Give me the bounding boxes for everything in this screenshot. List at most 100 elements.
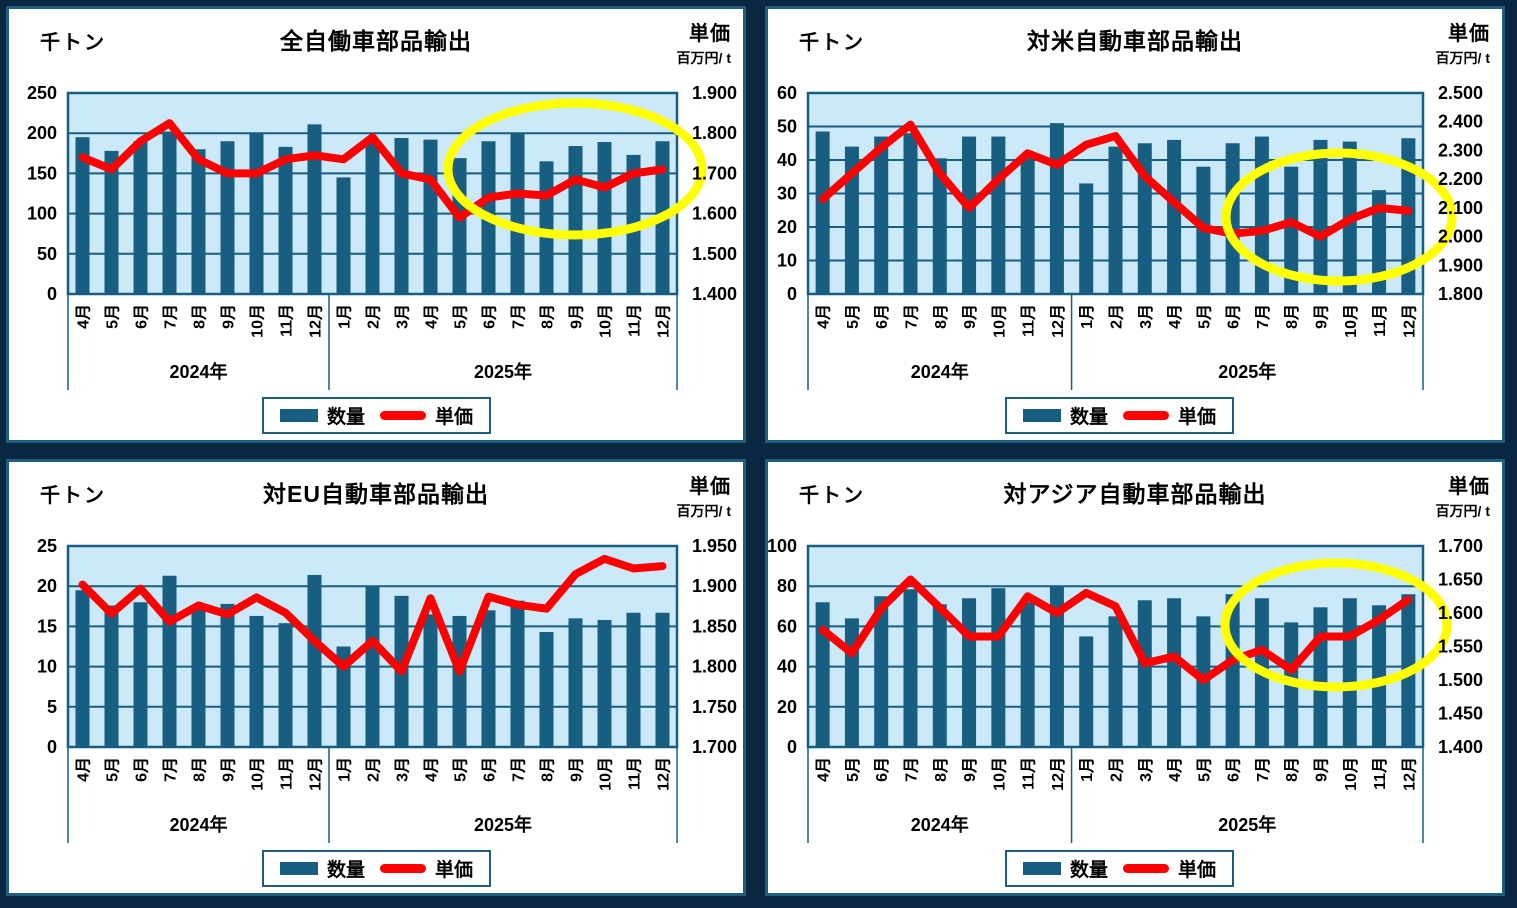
x-axis-month-label: 2月 xyxy=(1108,304,1126,329)
legend-price-label: 単価 xyxy=(1178,860,1217,881)
quantity-bar xyxy=(249,133,264,294)
x-axis-month-label: 6月 xyxy=(873,304,891,329)
year-label: 2025年 xyxy=(474,814,532,835)
x-axis-month-label: 1月 xyxy=(1078,757,1096,782)
x-axis-month-label: 10月 xyxy=(990,757,1008,791)
quantity-bar xyxy=(903,589,918,747)
right-axis-unit-sub: 百万円/ t xyxy=(676,503,731,519)
left-axis-unit-label: 千トン xyxy=(799,32,865,54)
year-label: 2025年 xyxy=(474,361,532,382)
left-axis-unit-label: 千トン xyxy=(40,32,106,54)
quantity-bar xyxy=(932,158,947,294)
x-axis-month-label: 11月 xyxy=(1371,757,1389,790)
x-axis-month-label: 8月 xyxy=(539,304,557,329)
quantity-bar-swatch-icon xyxy=(1023,409,1061,422)
quantity-bar xyxy=(932,604,947,747)
left-axis-tick: 10 xyxy=(37,657,57,677)
quantity-bar xyxy=(336,646,351,747)
x-axis-month-label: 8月 xyxy=(539,757,557,782)
right-axis-tick: 1.900 xyxy=(692,83,737,103)
x-axis-month-label: 9月 xyxy=(1313,757,1331,782)
panel-asia-auto-parts-export: 千トン 対アジア自動車部品輸出 単価 百万円/ t 100 80 60 40 20 0 1.… xyxy=(765,459,1505,896)
left-axis-unit-label: 千トン xyxy=(799,485,865,507)
left-axis-tick: 60 xyxy=(777,83,797,103)
quantity-bar-swatch-icon xyxy=(280,862,318,875)
x-axis-month-label: 5月 xyxy=(104,304,122,329)
quantity-bar xyxy=(568,146,583,294)
quantity-bar xyxy=(991,588,1006,747)
left-axis-tick: 10 xyxy=(777,251,797,271)
panel-us-auto-parts-export: 千トン 対米自動車部品輸出 単価 百万円/ t 60 50 40 30 20 10 0 2.5… xyxy=(765,6,1505,443)
quantity-bar xyxy=(452,158,467,294)
quantity-bar xyxy=(365,140,380,294)
x-axis-month-label: 10月 xyxy=(597,304,615,338)
right-axis-unit-main: 単価 xyxy=(689,23,731,45)
x-axis-month-label: 5月 xyxy=(1195,304,1213,329)
left-axis-tick: 60 xyxy=(777,616,797,636)
quantity-bar xyxy=(539,161,554,294)
quantity-bar xyxy=(815,602,830,747)
price-line xyxy=(78,554,667,676)
x-axis-month-label: 11月 xyxy=(626,304,644,337)
x-axis-month-label: 6月 xyxy=(481,757,499,782)
x-axis-month-label: 12月 xyxy=(1049,757,1067,791)
quantity-bar xyxy=(75,590,90,747)
quantity-bar xyxy=(1079,183,1094,294)
x-axis-month-label: 8月 xyxy=(1283,757,1301,782)
quantity-bar xyxy=(1372,190,1387,294)
quantity-bar xyxy=(307,124,322,294)
left-axis-tick: 20 xyxy=(777,217,797,237)
x-axis-month-label: 10月 xyxy=(1342,304,1360,338)
year-label: 2024年 xyxy=(911,361,969,382)
panel-eu-auto-parts-export: 千トン 対EU自動車部品輸出 単価 百万円/ t 25 20 15 10 5 0 1.950… xyxy=(6,459,746,896)
x-axis-month-label: 5月 xyxy=(844,304,862,329)
quantity-bar xyxy=(1372,605,1387,747)
price-line-swatch-icon xyxy=(380,411,427,420)
quantity-bar xyxy=(452,615,467,747)
x-axis-month-label: 12月 xyxy=(1049,304,1067,338)
legend: 数量 単価 xyxy=(262,397,492,434)
x-axis-month-label: 8月 xyxy=(932,304,950,329)
right-axis-tick: 1.550 xyxy=(1438,637,1483,657)
x-axis-month-label: 4月 xyxy=(75,304,93,329)
x-axis-month-label: 1月 xyxy=(336,304,354,329)
x-axis-month-label: 5月 xyxy=(104,757,122,782)
chart-title: 全自働車部品輸出 xyxy=(280,28,472,54)
right-axis-tick: 2.400 xyxy=(1438,112,1483,132)
x-axis-month-label: 11月 xyxy=(1371,304,1389,337)
x-axis-month-label: 12月 xyxy=(307,304,325,338)
right-axis-tick: 1.900 xyxy=(1438,255,1483,275)
left-axis-tick: 250 xyxy=(27,83,57,103)
x-axis-month-label: 12月 xyxy=(655,757,673,791)
quantity-bar xyxy=(133,602,148,747)
year-label: 2025年 xyxy=(1218,814,1276,835)
right-axis-tick: 1.650 xyxy=(1438,570,1483,590)
quantity-bars xyxy=(75,124,670,294)
quantity-bar xyxy=(1049,586,1064,747)
x-axis-month-label: 2月 xyxy=(365,304,383,329)
x-axis-month-label: 8月 xyxy=(932,757,950,782)
right-axis-tick: 1.800 xyxy=(692,123,737,143)
legend-price-label: 単価 xyxy=(435,860,474,881)
quantity-bar xyxy=(962,598,977,747)
left-axis-tick: 40 xyxy=(777,150,797,170)
price-line xyxy=(818,120,1413,241)
x-axis-month-label: 12月 xyxy=(1400,757,1418,791)
x-axis-month-label: 9月 xyxy=(220,304,238,329)
x-axis-month-label: 11月 xyxy=(278,304,296,337)
left-axis-tick: 80 xyxy=(777,576,797,596)
chart-canvas-us: 60 50 40 30 20 10 0 2.500 2.400 2.300 2.200 2.100 2.… xyxy=(777,83,1483,390)
quantity-bar xyxy=(307,574,322,747)
x-axis-month-label: 7月 xyxy=(903,757,921,782)
right-axis-tick: 2.100 xyxy=(1438,198,1483,218)
right-axis-tick: 1.600 xyxy=(1438,603,1483,623)
x-axis-month-label: 7月 xyxy=(162,757,180,782)
right-axis-tick: 1.800 xyxy=(692,657,737,677)
x-axis-month-label: 10月 xyxy=(1342,757,1360,791)
quantity-bar xyxy=(278,623,293,747)
legend-quantity-label: 数量 xyxy=(327,407,366,428)
x-axis-month-label: 6月 xyxy=(1225,757,1243,782)
quantity-bar xyxy=(626,612,641,747)
right-axis-tick: 1.500 xyxy=(692,244,737,264)
quantity-bar xyxy=(365,586,380,747)
